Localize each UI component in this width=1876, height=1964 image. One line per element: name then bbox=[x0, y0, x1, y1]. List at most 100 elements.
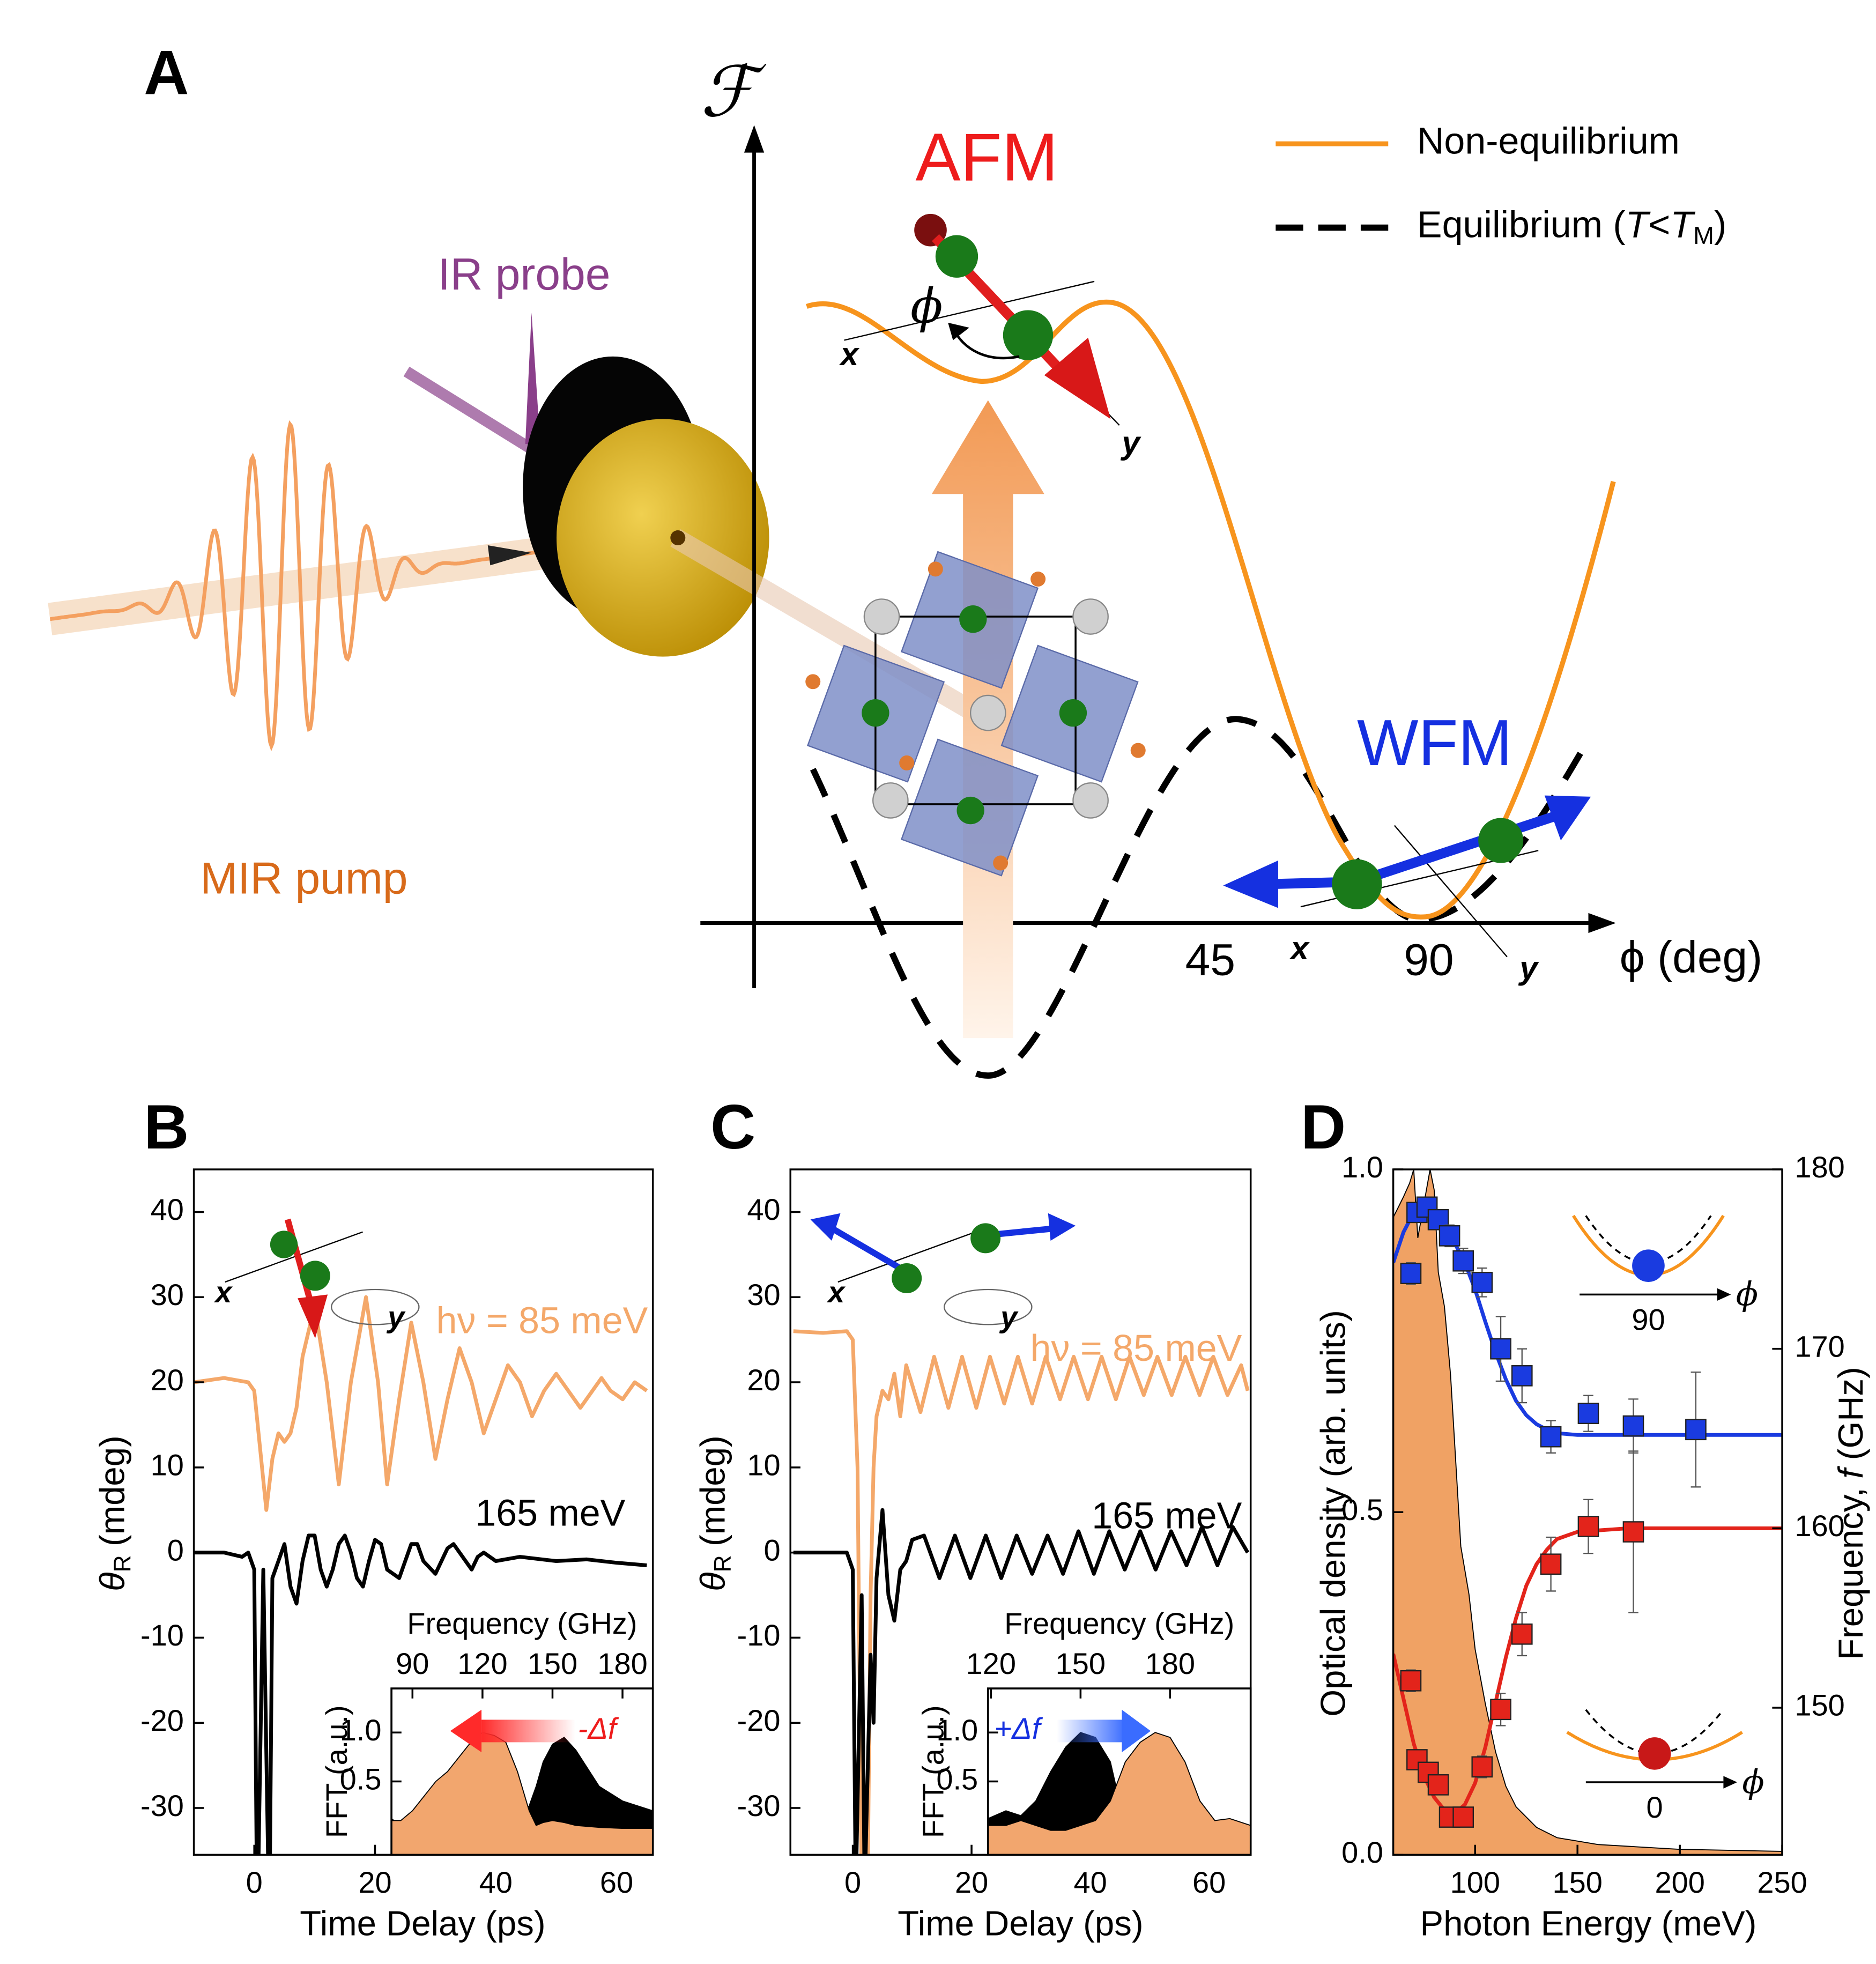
inset-ball bbox=[1638, 1737, 1671, 1770]
marker bbox=[1471, 1756, 1493, 1778]
plot-frame bbox=[987, 1687, 1252, 1856]
y-tick-label: -30 bbox=[737, 1789, 781, 1822]
plot-frame bbox=[390, 1687, 654, 1856]
y-tick-label: 1.0 bbox=[1341, 1150, 1383, 1184]
x-tick-label: 20 bbox=[955, 1865, 988, 1899]
wfm-label: WFM bbox=[1357, 706, 1512, 779]
atom bbox=[1130, 743, 1146, 758]
atom bbox=[956, 796, 984, 825]
inset-axis-label: ϕ bbox=[1736, 1276, 1758, 1314]
marker bbox=[1438, 1225, 1460, 1247]
inset-axis-label: ϕ bbox=[1742, 1763, 1764, 1801]
atom bbox=[1030, 572, 1046, 587]
phi-axis-arrow bbox=[1588, 913, 1616, 933]
y-tick-label: 20 bbox=[151, 1363, 184, 1397]
y-tick-label: 30 bbox=[151, 1278, 184, 1311]
spin-atom bbox=[1003, 310, 1054, 360]
y-tick-label: 0 bbox=[167, 1533, 184, 1567]
y-tick-label: 0.0 bbox=[1341, 1835, 1383, 1869]
x-tick-label: 150 bbox=[1056, 1647, 1106, 1680]
y-tick-label: 40 bbox=[747, 1192, 780, 1226]
marker bbox=[1427, 1774, 1449, 1796]
x-tick-label: 180 bbox=[597, 1647, 647, 1680]
x-tick-label: 0 bbox=[844, 1865, 861, 1899]
afm-spins bbox=[844, 213, 1120, 426]
x-axis-label: Time Delay (ps) bbox=[300, 1904, 545, 1943]
spin-atom bbox=[1332, 859, 1382, 909]
marker bbox=[1685, 1419, 1707, 1441]
axis-y-label: y bbox=[386, 1300, 406, 1334]
spin-arrow bbox=[1374, 811, 1559, 880]
atom bbox=[862, 699, 889, 727]
y-tick-label: 0 bbox=[763, 1533, 780, 1567]
y-axis-label-part: θ bbox=[93, 1572, 132, 1591]
atom bbox=[1072, 782, 1109, 819]
x-tick-label: 90 bbox=[396, 1647, 429, 1680]
y-tick-label: 10 bbox=[151, 1448, 184, 1482]
spot bbox=[670, 530, 686, 546]
x-tick-label: 150 bbox=[528, 1647, 577, 1680]
angle-arrow bbox=[948, 322, 969, 340]
shift-arrow-head bbox=[450, 1709, 482, 1753]
crystal bbox=[805, 551, 1146, 877]
x-tick-label: 120 bbox=[966, 1647, 1016, 1680]
legend-part: ) bbox=[1714, 204, 1726, 246]
legend-part: < bbox=[1648, 204, 1670, 246]
atom bbox=[863, 598, 900, 635]
panel-a-schematic bbox=[48, 125, 1616, 1079]
marker bbox=[1400, 1263, 1422, 1284]
marker bbox=[1471, 1272, 1493, 1293]
y-axis-label-part: θ bbox=[693, 1572, 732, 1591]
spin-arrow bbox=[284, 1218, 314, 1302]
axis-x-label: x bbox=[213, 1275, 233, 1309]
y-tick-label: -30 bbox=[140, 1789, 184, 1822]
marker bbox=[1540, 1553, 1562, 1575]
inset-x-label: Frequency (GHz) bbox=[407, 1606, 637, 1640]
x-tick-label: 40 bbox=[479, 1865, 513, 1899]
legend-part: M bbox=[1693, 222, 1714, 250]
marker bbox=[1452, 1250, 1474, 1272]
mir-pump-label: MIR pump bbox=[200, 853, 407, 903]
legend-part: Equilibrium ( bbox=[1417, 204, 1626, 246]
inset-axis-arrow bbox=[1717, 1288, 1731, 1301]
y-axis-label: θR (mdeg) bbox=[693, 1435, 736, 1591]
marker bbox=[1540, 1426, 1562, 1448]
atom bbox=[969, 694, 1006, 731]
y2-axis-label-part: Frequency, bbox=[1831, 1487, 1870, 1660]
x-tick-label: 90 bbox=[1404, 934, 1454, 984]
y2-tick-label: 160 bbox=[1795, 1509, 1844, 1543]
y2-axis-label-part: (GHz) bbox=[1831, 1367, 1870, 1460]
line bbox=[793, 1508, 1250, 1855]
legend-part: T bbox=[1670, 204, 1695, 246]
x-axis-label: Photon Energy (meV) bbox=[1420, 1904, 1757, 1943]
shift-arrow bbox=[481, 1720, 576, 1743]
panel-label: A bbox=[144, 37, 189, 107]
spin-head bbox=[298, 1294, 328, 1338]
y-tick-label: 0.5 bbox=[340, 1762, 382, 1796]
inset-x-label: Frequency (GHz) bbox=[1004, 1606, 1234, 1640]
atom bbox=[959, 605, 987, 633]
ir-probe-label: IR probe bbox=[438, 249, 610, 299]
atom bbox=[872, 782, 909, 819]
afm-label: AFM bbox=[916, 120, 1058, 195]
y-axis-label: Optical density (arb. units) bbox=[1314, 1310, 1353, 1716]
x-tick-label: 150 bbox=[1553, 1865, 1603, 1899]
spin-atom bbox=[300, 1261, 330, 1291]
y-tick-label: -20 bbox=[140, 1703, 184, 1737]
marker bbox=[1400, 1670, 1422, 1692]
x-tick-label: 100 bbox=[1450, 1865, 1500, 1899]
spin-orbit bbox=[943, 1288, 1033, 1325]
sample-disk bbox=[557, 419, 769, 657]
y2-tick-label: 150 bbox=[1795, 1688, 1844, 1722]
series-label: hν = 85 meV bbox=[1030, 1327, 1242, 1369]
y-axis-label-part: R bbox=[709, 1555, 736, 1572]
marker bbox=[1452, 1806, 1474, 1828]
spin-axis bbox=[225, 1231, 363, 1283]
series-label: 165 meV bbox=[1092, 1494, 1242, 1536]
non-equilibrium-curve bbox=[806, 299, 1616, 920]
atom bbox=[993, 855, 1009, 871]
shift-label: +Δf bbox=[994, 1711, 1043, 1745]
spin-atom bbox=[1478, 818, 1524, 863]
y-axis-label-part: R bbox=[109, 1555, 136, 1572]
